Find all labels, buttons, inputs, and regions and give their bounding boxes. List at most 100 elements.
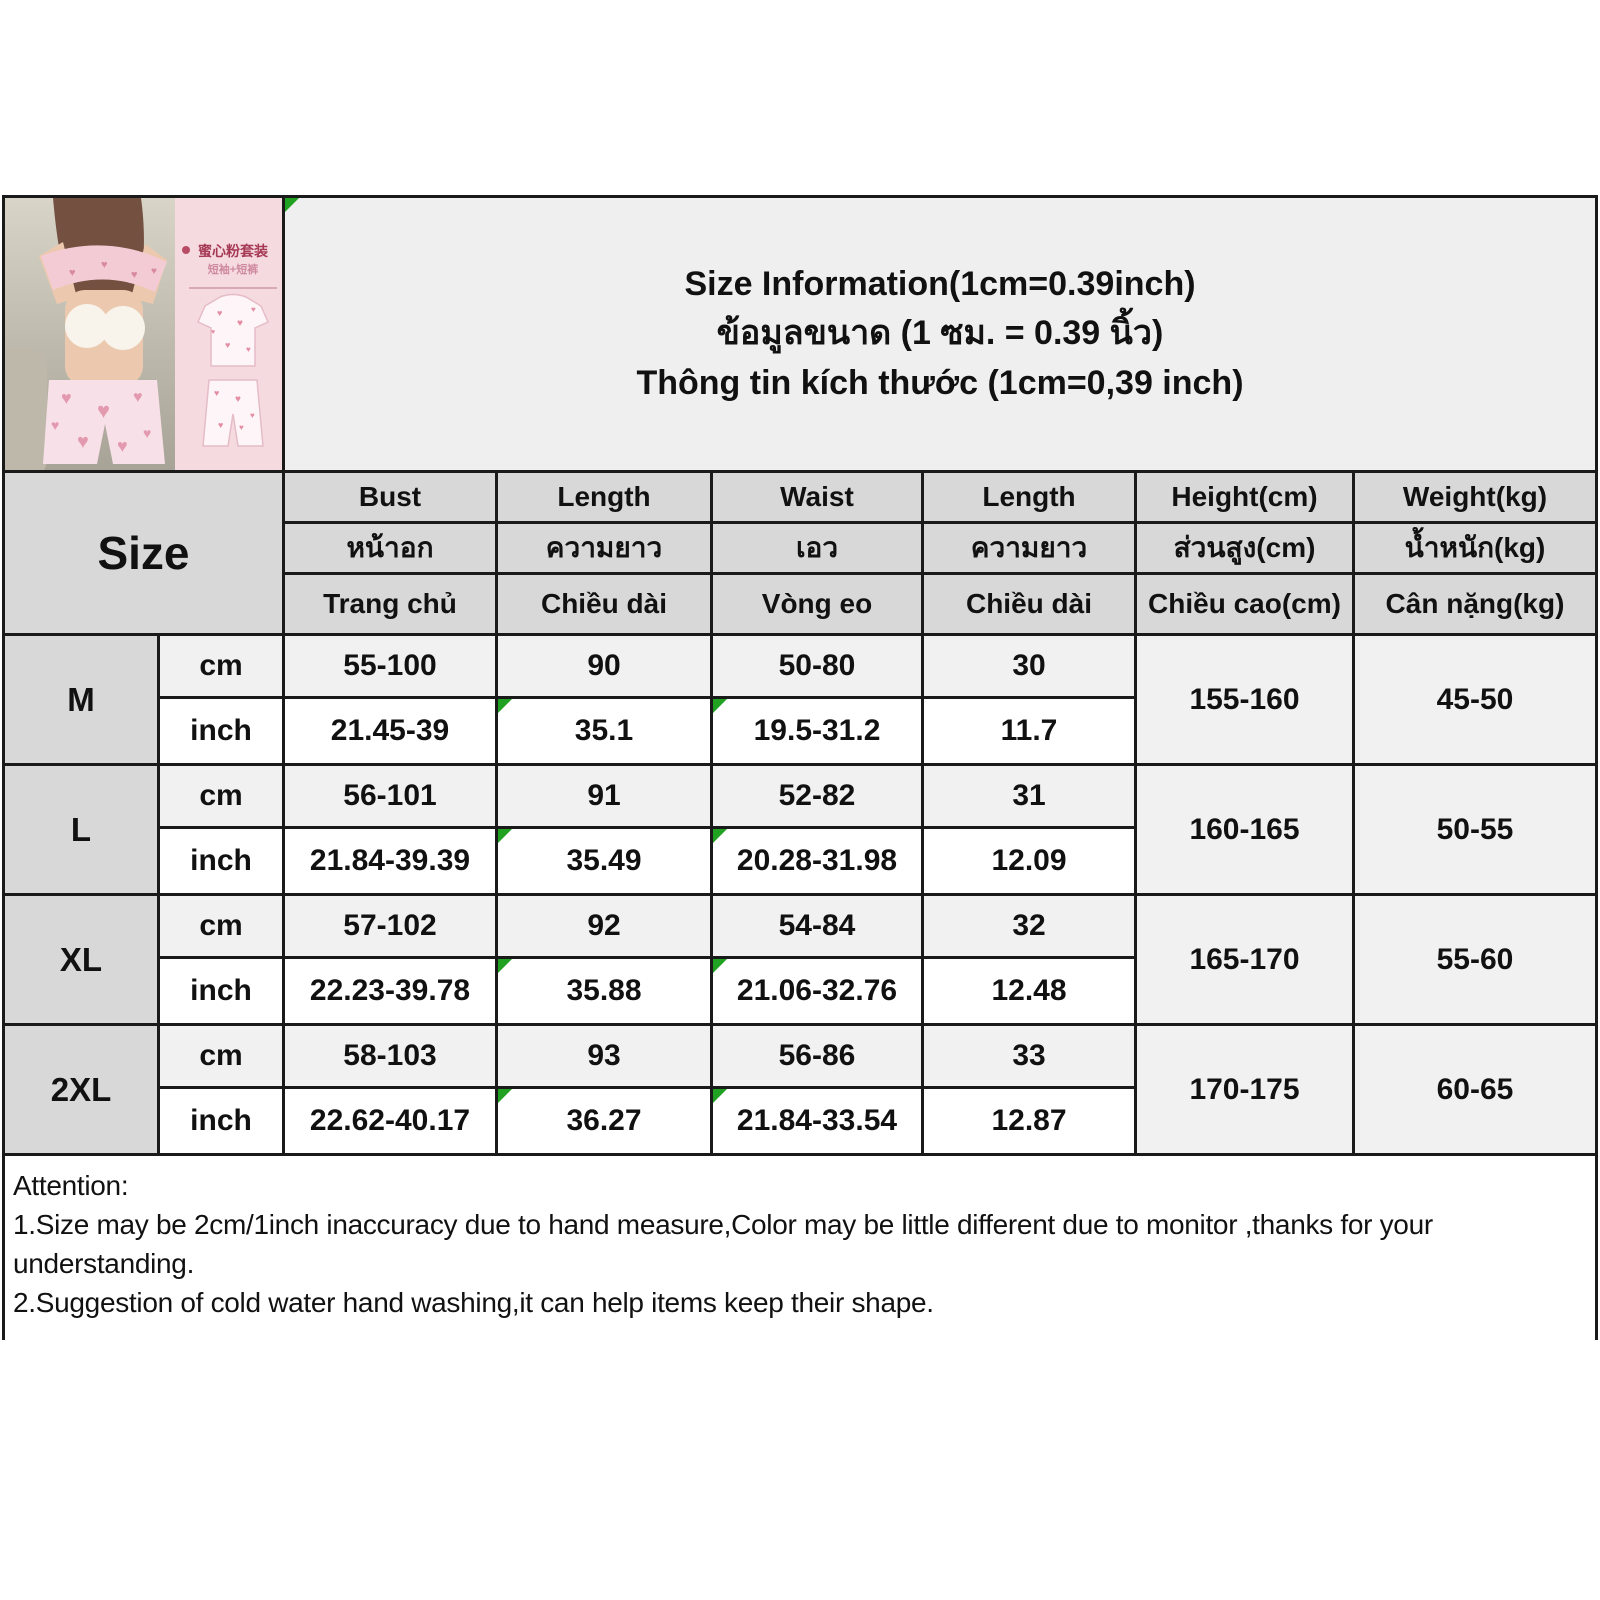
title-vi: Thông tin kích thước (1cm=0,39 inch) — [636, 363, 1244, 402]
heart-icon: ♥ — [101, 259, 108, 271]
cell-xl-cm-bust: 57-102 — [285, 896, 495, 956]
cell-m-height: 155-160 — [1137, 636, 1352, 763]
heart-icon: ♥ — [214, 388, 219, 398]
cell-2xl-inch-length2: 12.87 — [924, 1089, 1134, 1153]
cell-2xl-height: 170-175 — [1137, 1026, 1352, 1153]
cell-xl-cm-length2: 32 — [924, 896, 1134, 956]
lifted-top — [41, 245, 167, 292]
heart-icon: ♥ — [211, 329, 215, 336]
heart-icon: ♥ — [246, 345, 251, 354]
col-header-height-th: ส่วนสูง(cm) — [1137, 524, 1352, 572]
col-header-bust-vi: Trang chủ — [285, 575, 495, 633]
cell-l-cm-length: 91 — [498, 766, 710, 826]
heart-pattern-tee: ♥ ♥ ♥ ♥ ♥ ♥ — [211, 305, 256, 354]
cell-l-height: 160-165 — [1137, 766, 1352, 893]
heart-pattern-flat-shorts: ♥ ♥ ♥ ♥ ♥ — [214, 388, 255, 432]
cell-m-inch-waist: 19.5-31.2 — [713, 699, 921, 763]
cell-m-inch-length: 35.1 — [498, 699, 710, 763]
row-label-2xl: 2XL — [5, 1026, 157, 1153]
col-header-length2-en: Length — [924, 473, 1134, 521]
heart-icon: ♥ — [51, 417, 59, 433]
col-header-height-vi: Chiều cao(cm) — [1137, 575, 1352, 633]
cell-l-inch-bust: 21.84-39.39 — [285, 829, 495, 893]
cell-xl-inch-bust: 22.23-39.78 — [285, 959, 495, 1023]
green-corner-icon — [713, 959, 727, 973]
cell-2xl-cm-waist: 56-86 — [713, 1026, 921, 1086]
heart-icon: ♥ — [97, 398, 110, 423]
col-header-length-th: ความยาว — [498, 524, 710, 572]
badge-title: 蜜心粉套装 — [198, 243, 269, 259]
attention-line-2: 2.Suggestion of cold water hand washing,… — [13, 1287, 934, 1318]
size-chart-table: ♥ ♥ ♥ ♥ ♥ ♥ ♥ ♥ ♥ ♥ ♥ 蜜心粉套装 短袖+短裤 ♥ ♥ ♥ ♥ ♥ ♥ ♥ ♥ ♥ ♥ ♥ Si… — [2, 195, 1598, 1156]
unit-label-cm: cm — [160, 896, 282, 956]
cell-m-cm-length2: 30 — [924, 636, 1134, 696]
unit-label-inch: inch — [160, 959, 282, 1023]
tee-illustration — [197, 293, 269, 367]
unit-label-inch: inch — [160, 1089, 282, 1153]
attention-heading: Attention: — [13, 1170, 129, 1201]
unit-label-cm: cm — [160, 1026, 282, 1086]
row-label-xl: XL — [5, 896, 157, 1023]
green-corner-icon — [498, 959, 512, 973]
row-label-m: M — [5, 636, 157, 763]
col-header-weight-th: น้ำหนัก(kg) — [1355, 524, 1595, 572]
heart-icon: ♥ — [251, 305, 256, 314]
heart-icon: ♥ — [217, 308, 222, 318]
cell-l-inch-length: 35.49 — [498, 829, 710, 893]
heart-icon: ♥ — [218, 420, 223, 430]
cell-xl-inch-waist: 21.06-32.76 — [713, 959, 921, 1023]
couch-cushion — [5, 348, 47, 470]
green-corner-icon — [285, 198, 299, 212]
size-header: Size — [5, 473, 282, 633]
heart-icon: ♥ — [61, 388, 72, 408]
col-header-waist-th: เอว — [713, 524, 921, 572]
green-corner-icon — [713, 699, 727, 713]
row-label-l: L — [5, 766, 157, 893]
heart-pattern-top: ♥ ♥ ♥ ♥ — [69, 259, 157, 281]
attention-notes: Attention: 1.Size may be 2cm/1inch inacc… — [2, 1156, 1598, 1340]
cell-m-inch-bust: 21.45-39 — [285, 699, 495, 763]
cell-2xl-inch-bust: 22.62-40.17 — [285, 1089, 495, 1153]
size-info-title-block: Size Information(1cm=0.39inch) ข้อมูลขนา… — [285, 198, 1595, 470]
col-header-waist-vi: Vòng eo — [713, 575, 921, 633]
shorts-illustration — [202, 379, 264, 447]
heart-icon: ♥ — [131, 269, 138, 281]
attention-line-1: 1.Size may be 2cm/1inch inaccuracy due t… — [13, 1209, 1433, 1279]
unit-label-inch: inch — [160, 699, 282, 763]
col-header-bust-en: Bust — [285, 473, 495, 521]
cell-xl-cm-waist: 54-84 — [713, 896, 921, 956]
cell-2xl-inch-waist: 21.84-33.54 — [713, 1089, 921, 1153]
heart-icon: ♥ — [117, 436, 128, 456]
heart-pattern-shorts: ♥ ♥♥♥ ♥♥♥ — [51, 388, 151, 456]
badge-subtitle: 短袖+短裤 — [208, 262, 258, 276]
heart-icon: ♥ — [77, 431, 89, 453]
cell-m-weight: 45-50 — [1355, 636, 1595, 763]
bra-cup-right — [101, 306, 145, 350]
cell-xl-inch-length: 35.88 — [498, 959, 710, 1023]
cell-m-inch-length2: 11.7 — [924, 699, 1134, 763]
cell-m-cm-waist: 50-80 — [713, 636, 921, 696]
cell-2xl-cm-bust: 58-103 — [285, 1026, 495, 1086]
col-header-length2-th: ความยาว — [924, 524, 1134, 572]
col-header-length-vi: Chiều dài — [498, 575, 710, 633]
cell-xl-inch-length2: 12.48 — [924, 959, 1134, 1023]
product-photo: ♥ ♥ ♥ ♥ ♥ ♥ ♥ ♥ ♥ ♥ ♥ 蜜心粉套装 短袖+短裤 ♥ ♥ ♥ ♥ ♥ ♥ ♥ ♥ ♥ ♥ ♥ — [5, 198, 282, 470]
col-header-waist-en: Waist — [713, 473, 921, 521]
col-header-length-en: Length — [498, 473, 710, 521]
heart-icon: ♥ — [133, 389, 143, 406]
green-corner-icon — [713, 1089, 727, 1103]
cell-2xl-cm-length2: 33 — [924, 1026, 1134, 1086]
unit-label-cm: cm — [160, 636, 282, 696]
heart-icon: ♥ — [151, 266, 157, 277]
col-header-height-en: Height(cm) — [1137, 473, 1352, 521]
green-corner-icon — [498, 829, 512, 843]
unit-label-inch: inch — [160, 829, 282, 893]
heart-icon: ♥ — [250, 411, 255, 420]
cell-l-inch-length2: 12.09 — [924, 829, 1134, 893]
cell-l-cm-bust: 56-101 — [285, 766, 495, 826]
heart-icon: ♥ — [143, 425, 151, 441]
green-corner-icon — [713, 829, 727, 843]
heart-icon: ♥ — [225, 340, 230, 350]
title-en: Size Information(1cm=0.39inch) — [684, 264, 1196, 303]
heart-icon: ♥ — [69, 267, 76, 279]
